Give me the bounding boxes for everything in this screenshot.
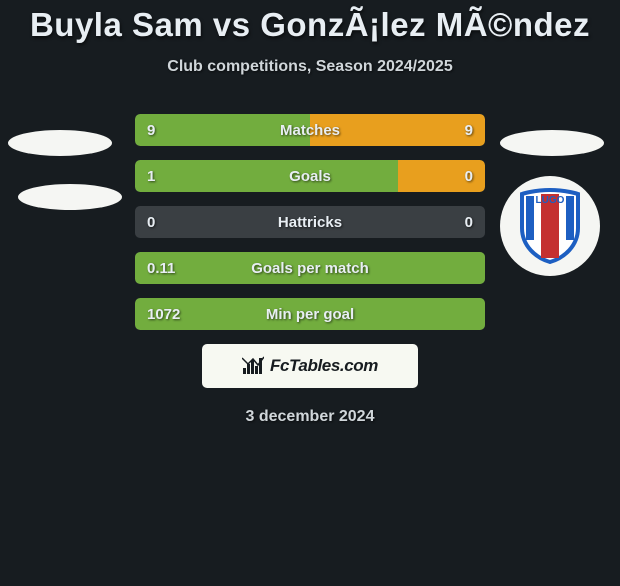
club-logo: LUGO	[500, 176, 600, 276]
stat-row: 9Matches9	[135, 114, 485, 146]
stat-row: 0.11Goals per match	[135, 252, 485, 284]
stat-row: 1Goals0	[135, 160, 485, 192]
subtitle: Club competitions, Season 2024/2025	[0, 58, 620, 76]
stat-row: 1072Min per goal	[135, 298, 485, 330]
page-title: Buyla Sam vs GonzÃ¡lez MÃ©ndez	[0, 6, 620, 44]
player2-avatar	[500, 130, 604, 156]
stat-row: 0Hattricks0	[135, 206, 485, 238]
player1-avatar-top	[8, 130, 112, 156]
stat-label: Min per goal	[135, 306, 485, 323]
chart-bars-icon	[242, 356, 264, 376]
stat-label: Goals per match	[135, 260, 485, 277]
stat-right-value: 0	[465, 168, 473, 185]
player1-avatar-bottom	[18, 184, 122, 210]
stat-label: Matches	[135, 122, 485, 139]
source-badge-label: FcTables.com	[270, 356, 378, 376]
date-text: 3 december 2024	[0, 408, 620, 426]
club-shield-icon: LUGO	[516, 188, 584, 264]
stat-right-value: 9	[465, 122, 473, 139]
stat-right-value: 0	[465, 214, 473, 231]
club-name-text: LUGO	[536, 195, 565, 206]
stat-label: Hattricks	[135, 214, 485, 231]
source-badge[interactable]: FcTables.com	[202, 344, 418, 388]
stat-label: Goals	[135, 168, 485, 185]
